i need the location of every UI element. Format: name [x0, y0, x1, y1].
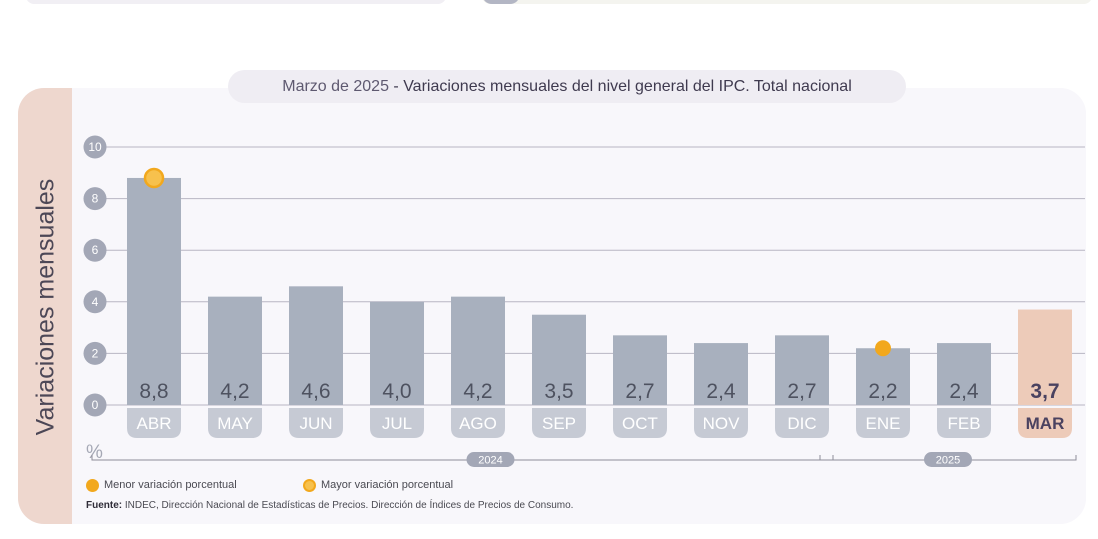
category-pill	[532, 408, 586, 438]
top-panel-right	[482, 0, 1092, 4]
top-panel-left	[26, 0, 446, 4]
y-tick-label: 10	[88, 140, 102, 154]
bar-value-label: 2,4	[949, 380, 979, 403]
year-label: 2025	[936, 455, 960, 467]
min-marker	[875, 340, 891, 357]
category-label: JUN	[299, 414, 332, 433]
y-tick-label: 0	[92, 398, 99, 412]
source-text: INDEC, Dirección Nacional de Estadística…	[124, 500, 574, 511]
category-label: SEP	[542, 414, 576, 433]
bar-value-label: 2,2	[868, 380, 897, 403]
bar-value-label: 3,5	[544, 380, 573, 403]
bar-value-label: 3,7	[1030, 380, 1059, 403]
y-tick-label: 6	[92, 243, 99, 257]
y-tick-label: 2	[92, 346, 99, 360]
chart-title-text: Variaciones mensuales del nivel general …	[403, 77, 852, 95]
bar	[937, 343, 991, 405]
y-tick-bubble	[83, 290, 107, 314]
bar	[127, 177, 181, 405]
y-tick-label: 8	[92, 192, 99, 206]
unit-label: %	[86, 442, 103, 463]
year-bracket	[91, 455, 834, 461]
category-pill	[289, 408, 343, 438]
legend-min-label: Menor variación porcentual	[104, 479, 237, 491]
category-pill	[451, 408, 505, 438]
year-pill	[924, 452, 972, 467]
min-marker-icon	[86, 478, 99, 492]
category-pill	[856, 408, 910, 438]
year-label: 2024	[478, 455, 502, 467]
category-label: JUL	[382, 414, 412, 433]
bar	[613, 335, 667, 405]
bar-value-label: 4,2	[463, 380, 492, 403]
bar-value-label: 4,0	[382, 380, 411, 403]
bar	[1018, 309, 1072, 405]
y-tick-bubble	[83, 187, 107, 211]
source-note: Fuente: INDEC, Dirección Nacional de Est…	[86, 500, 573, 511]
category-pill	[937, 408, 991, 438]
year-pill	[466, 452, 515, 467]
category-pill	[370, 408, 424, 438]
category-label: DIC	[787, 414, 816, 433]
y-tick-bubble	[83, 238, 107, 262]
bar	[289, 286, 343, 405]
category-label: OCT	[622, 414, 658, 433]
bar-value-label: 4,6	[301, 380, 330, 403]
category-pill	[1018, 408, 1072, 438]
legend-max-label: Mayor variación porcentual	[321, 479, 454, 491]
y-tick-label: 4	[92, 295, 99, 309]
y-tick-bubble	[83, 341, 107, 365]
category-label: ABR	[137, 414, 172, 433]
category-pill	[694, 408, 748, 438]
y-tick-bubble	[83, 393, 107, 417]
category-pill	[127, 408, 181, 438]
category-label: AGO	[459, 414, 497, 433]
y-tick-bubble	[83, 135, 107, 159]
category-pill	[208, 408, 262, 438]
bar-value-label: 4,2	[220, 380, 249, 403]
source-label: Fuente:	[86, 500, 123, 511]
category-label: MAR	[1026, 414, 1065, 433]
bar	[856, 348, 910, 405]
bar	[694, 343, 748, 405]
top-panel-tab	[482, 0, 520, 4]
category-pill	[613, 408, 667, 438]
chart-card	[18, 88, 1086, 524]
bar	[532, 314, 586, 405]
bar-value-label: 2,4	[706, 380, 736, 403]
chart-title-period: Marzo de 2025	[282, 77, 389, 95]
bar	[370, 301, 424, 405]
chart-title: Marzo de 2025 - Variaciones mensuales de…	[228, 70, 906, 103]
max-marker-icon	[303, 478, 316, 492]
bar	[775, 335, 829, 405]
chart-title-separator: -	[388, 77, 404, 95]
chart-side-band	[18, 88, 72, 524]
bar-value-label: 2,7	[787, 380, 816, 403]
bar-value-label: 2,7	[625, 380, 654, 403]
category-label: ENE	[866, 414, 901, 433]
max-marker	[143, 167, 165, 189]
legend-min: Menor variación porcentual	[86, 476, 237, 494]
bar-value-label: 8,8	[139, 380, 168, 403]
category-label: NOV	[703, 414, 741, 433]
legend-max: Mayor variación porcentual	[303, 476, 453, 494]
category-label: MAY	[217, 414, 253, 433]
bar	[208, 296, 262, 405]
category-label: FEB	[947, 414, 980, 433]
category-pill	[775, 408, 829, 438]
bar	[451, 296, 505, 405]
